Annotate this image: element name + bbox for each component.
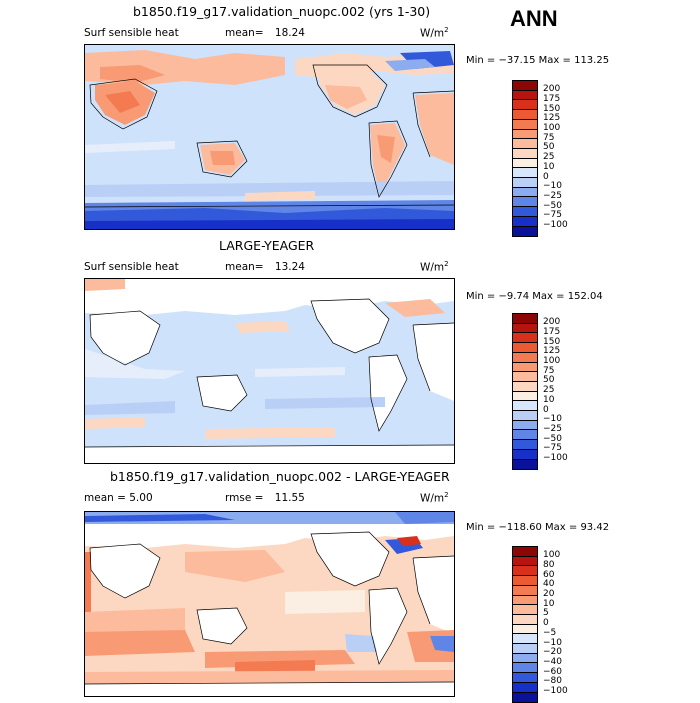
panel-2-minmax: Min = −9.74 Max = 152.04 (466, 291, 603, 302)
panel-3-map-svg (85, 512, 454, 696)
colorbar-tick-label: 60 (543, 571, 554, 580)
panel-3-minmax: Min = −118.60 Max = 93.42 (466, 522, 609, 533)
colorbar-tick-label: 10 (543, 396, 554, 405)
colorbar-tick-label: −100 (543, 687, 568, 696)
panel-2-mean: mean= 13.24 (225, 261, 305, 273)
panel-3-mean: mean = 5.00 (84, 492, 153, 504)
colorbar-tick-label: 0 (543, 406, 549, 415)
colorbar-tick-label: 80 (543, 561, 554, 570)
colorbar-tick-label: 200 (543, 318, 560, 327)
panel-3-units-exp: 2 (444, 491, 448, 499)
season-label: ANN (510, 6, 558, 32)
colorbar-tick-label: 175 (543, 95, 560, 104)
colorbar-tick-label: 25 (543, 386, 554, 395)
panel-3-rmse-label: rmse = (225, 492, 263, 504)
panel-1-map-svg (85, 45, 454, 229)
colorbar-tick-label: −100 (543, 454, 568, 463)
panel-3-map (84, 511, 455, 697)
panel-1-title: b1850.f19_g17.validation_nuopc.002 (yrs … (133, 4, 430, 19)
panel-3-rmse-value: 11.55 (275, 492, 305, 504)
colorbar-tick-label: 100 (543, 551, 560, 560)
colorbar-swatch (512, 226, 538, 238)
panel-2-title: LARGE-YEAGER (219, 238, 314, 253)
panel-3-units: W/m2 (420, 491, 449, 505)
colorbar-tick-label: 75 (543, 134, 554, 143)
panel-3-title: b1850.f19_g17.validation_nuopc.002 - LAR… (110, 469, 450, 484)
panel-1-mean-label: mean= (225, 27, 264, 39)
panel-1-units: W/m2 (420, 26, 449, 40)
colorbar-tick-label: 75 (543, 367, 554, 376)
colorbar-tick-label: −75 (543, 211, 562, 220)
colorbar-tick-label: −75 (543, 444, 562, 453)
colorbar-tick-label: 25 (543, 153, 554, 162)
panel-2-mean-value: 13.24 (275, 261, 305, 273)
colorbar-tick-label: −10 (543, 415, 562, 424)
panel-2-units-text: W/m (420, 262, 444, 274)
panel-2-map (84, 278, 455, 464)
colorbar-tick-label: −10 (543, 639, 562, 648)
colorbar-tick-label: 175 (543, 328, 560, 337)
colorbar-tick-label: 125 (543, 347, 560, 356)
panel-3-rmse: rmse = 11.55 (225, 492, 305, 504)
colorbar-tick-label: −25 (543, 425, 562, 434)
colorbar-tick-label: 200 (543, 85, 560, 94)
colorbar-tick-label: 20 (543, 590, 554, 599)
colorbar-tick-label: 125 (543, 114, 560, 123)
colorbar-tick-label: 0 (543, 619, 549, 628)
colorbar-tick-label: 100 (543, 357, 560, 366)
panel-1-mean: mean= 18.24 (225, 27, 305, 39)
colorbar-tick-label: 150 (543, 338, 560, 347)
colorbar-tick-label: −10 (543, 182, 562, 191)
colorbar-tick-label: −80 (543, 677, 562, 686)
panel-1-map (84, 44, 455, 230)
colorbar-tick-label: −20 (543, 648, 562, 657)
colorbar-tick-label: 10 (543, 163, 554, 172)
panel-2-units-exp: 2 (444, 260, 448, 268)
colorbar-tick-label: −25 (543, 192, 562, 201)
colorbar-tick-label: −40 (543, 658, 562, 667)
panel-1-units-text: W/m (420, 28, 444, 40)
colorbar-tick-label: 0 (543, 173, 549, 182)
colorbar-swatch (512, 692, 538, 703)
panel-1-minmax: Min = −37.15 Max = 113.25 (466, 55, 609, 66)
colorbar-swatch (512, 459, 538, 471)
colorbar-tick-label: −5 (543, 629, 556, 638)
panel-2-units: W/m2 (420, 260, 449, 274)
panel-1-units-exp: 2 (444, 26, 448, 34)
colorbar-tick-label: 100 (543, 124, 560, 133)
colorbar-tick-label: −100 (543, 221, 568, 230)
colorbar-tick-label: 150 (543, 105, 560, 114)
colorbar-tick-label: −50 (543, 202, 562, 211)
panel-2-map-svg (85, 279, 454, 463)
colorbar-tick-label: 50 (543, 376, 554, 385)
panel-1-mean-value: 18.24 (275, 27, 305, 39)
panel-1-variable: Surf sensible heat (84, 27, 179, 39)
colorbar-tick-label: −50 (543, 435, 562, 444)
panel-3-units-text: W/m (420, 493, 444, 505)
colorbar-tick-label: 40 (543, 580, 554, 589)
colorbar-tick-label: 10 (543, 600, 554, 609)
panel-2-mean-label: mean= (225, 261, 264, 273)
colorbar-tick-label: −60 (543, 668, 562, 677)
colorbar-tick-label: 50 (543, 143, 554, 152)
panel-2-variable: Surf sensible heat (84, 261, 179, 273)
colorbar-tick-label: 5 (543, 609, 549, 618)
